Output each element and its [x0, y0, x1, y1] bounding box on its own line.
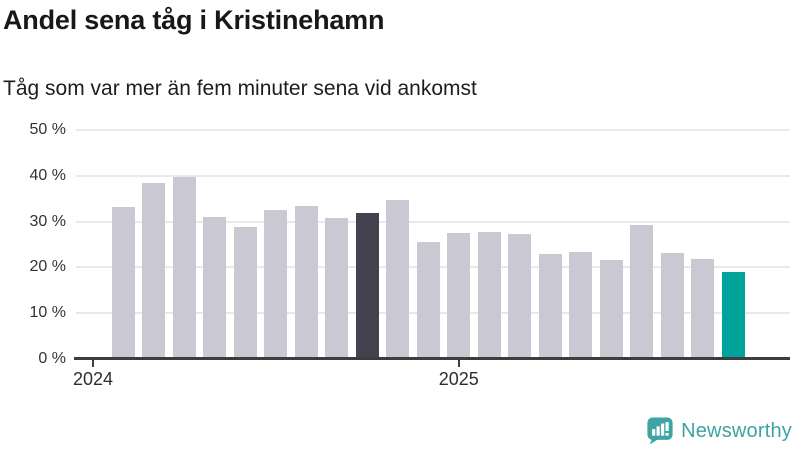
bar-2024-11 — [386, 200, 410, 359]
bar-2025-06 — [599, 260, 623, 359]
chart-title: Andel sena tåg i Kristinehamn — [3, 5, 385, 35]
plot-area: 0 % 10 % 20 % 30 % 40 % 50 % — [30, 121, 790, 367]
x-tick-label-2025: 2025 — [438, 369, 479, 389]
newsworthy-logo-icon — [646, 416, 674, 446]
bar-2024-08 — [294, 206, 318, 359]
newsworthy-logo: Newsworthy — [646, 416, 792, 446]
y-tick-label-10: 10 % — [29, 304, 66, 322]
bar-2025-04 — [538, 254, 562, 359]
bar-2024-04 — [172, 176, 196, 359]
bar-2024-06 — [233, 227, 257, 359]
bar-2024-02 — [112, 206, 135, 359]
x-tick-mark-2025 — [457, 360, 460, 367]
bar-2025-08 — [660, 253, 684, 359]
bar-2024-09 — [325, 217, 349, 359]
gridline-50 — [76, 129, 790, 131]
x-tick-mark-2024 — [92, 360, 95, 367]
bar-2025-05 — [569, 252, 593, 359]
y-tick-label-50: 50 % — [29, 121, 66, 138]
bar-2025-10 — [721, 272, 745, 359]
bar-2025-09 — [691, 259, 715, 359]
y-tick-label-0: 0 % — [38, 350, 66, 367]
bar-2024-12 — [416, 242, 440, 359]
bar-2025-02 — [477, 232, 501, 359]
chart-subtitle: Tåg som var mer än fem minuter sena vid … — [3, 77, 477, 100]
newsworthy-logo-text: Newsworthy — [681, 419, 792, 442]
bar-2025-01 — [447, 233, 471, 359]
x-axis: 2024 2025 — [73, 360, 790, 396]
bar-2024-10 — [355, 213, 379, 359]
gridline-30 — [76, 220, 790, 223]
x-axis-line — [74, 357, 790, 360]
y-tick-label-30: 30 % — [29, 212, 66, 230]
bar-2024-07 — [264, 210, 288, 359]
x-tick-label-2024: 2024 — [73, 369, 114, 389]
bar-2024-03 — [142, 183, 166, 359]
bar-2024-05 — [203, 217, 227, 359]
bar-2025-03 — [508, 233, 532, 359]
y-tick-label-40: 40 % — [29, 166, 66, 184]
y-tick-label-20: 20 % — [29, 258, 66, 276]
gridline-40 — [76, 174, 790, 177]
bar-2025-07 — [630, 224, 654, 359]
